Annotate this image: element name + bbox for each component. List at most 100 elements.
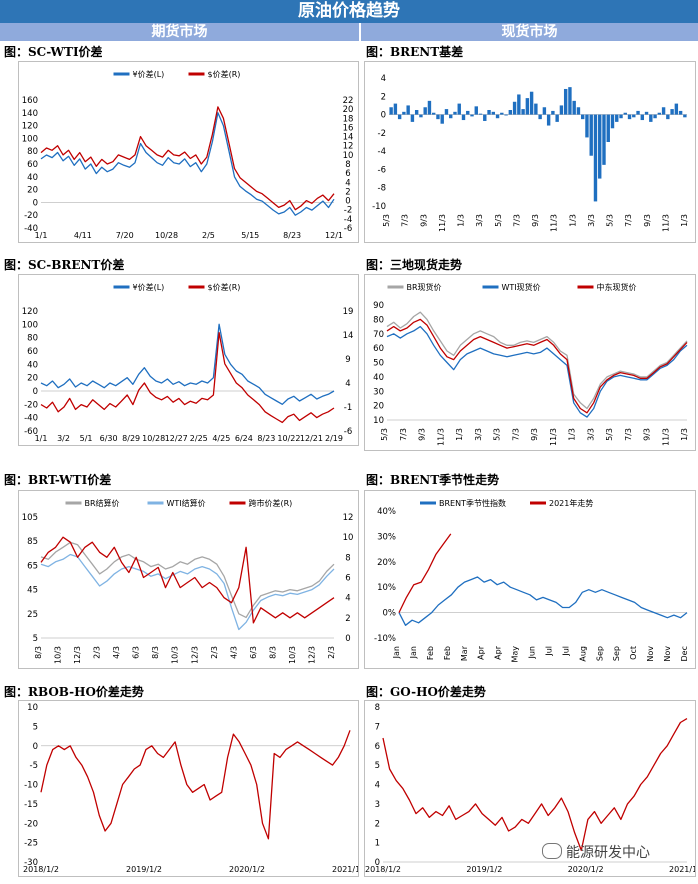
bar <box>589 114 593 156</box>
x-tick-label: 11/3 <box>661 214 670 232</box>
series-line-1 <box>40 541 335 619</box>
x-tick-label: Sep <box>595 646 604 661</box>
x-tick-label: Mar <box>460 645 469 661</box>
y-tick-label: 2 <box>375 819 380 829</box>
x-tick-label: 9/3 <box>419 214 428 227</box>
x-tick-label: 2/3 <box>93 646 102 659</box>
x-tick-label: Nov <box>646 646 655 662</box>
legend-label: 跨市价差(R) <box>249 498 293 508</box>
x-tick-label: Apr <box>477 645 486 660</box>
go-ho-chart: 0 1 2 3 4 5 6 7 8 2018/1/2 2019/1/2 2020/1/2 2021/1/… <box>364 700 696 877</box>
y2-tick-label: 14 <box>343 331 354 341</box>
chart-svg: 10 20 30 40 50 60 70 80 90 5/3 7/3 9/3 11/3 1/3 3/3 5/3… <box>373 282 689 446</box>
chart-title-brt-wti: 图：BRT-WTI价差 <box>4 473 112 487</box>
x-tick-label: 8/3 <box>34 646 43 659</box>
x-tick-label: 2019/1/2 <box>466 865 502 874</box>
y-tick-label: 105 <box>22 513 38 523</box>
x-tick-label: 5/3 <box>493 428 502 441</box>
y-tick-label: -10% <box>374 634 396 644</box>
legend-label: BR结算价 <box>85 498 120 508</box>
y2-tick-label: 2 <box>345 614 350 624</box>
y2-tick-label: 0 <box>345 197 350 207</box>
bar <box>534 103 538 115</box>
bar <box>457 103 461 115</box>
x-tick-label: 9/3 <box>418 428 427 441</box>
bar <box>500 112 504 115</box>
series-line-2 <box>386 325 688 418</box>
y-tick-label: 20 <box>27 186 38 196</box>
x-tick-label: 12/3 <box>307 646 316 664</box>
bar <box>483 114 487 121</box>
bar <box>478 113 483 115</box>
y-tick-label: 3 <box>375 800 380 810</box>
x-tick-label: Jul <box>544 646 553 657</box>
y-tick-label: 20 <box>27 374 38 384</box>
sc-wti-chart: -40 -20 0 20 40 60 80 100 120 140 160 -6 -4 -2 0 2 4 6 8 10… <box>18 61 359 243</box>
y2-tick-label: 0 <box>345 634 350 644</box>
y-tick-label: 70 <box>373 330 384 340</box>
y-tick-label: 1 <box>375 839 380 849</box>
y-tick-label: 2 <box>381 92 386 102</box>
y-tick-label: 0 <box>381 111 386 121</box>
y-tick-label: 20% <box>377 558 396 568</box>
bar <box>542 107 547 115</box>
chart-title-three-spot: 图：三地现货走势 <box>366 258 463 272</box>
legend-label: $价差(R) <box>208 282 241 292</box>
bar <box>632 114 636 118</box>
bar <box>414 110 419 115</box>
series-line-1 <box>386 311 688 410</box>
y2-tick-label: 6 <box>345 574 350 584</box>
spot-section-header: 现货市场 <box>361 23 698 41</box>
x-tick-label: 8/3 <box>151 646 160 659</box>
x-tick-label: 2021/1/2 <box>669 865 695 874</box>
chart-title-go-ho: 图：GO-HO价差走势 <box>366 685 486 699</box>
x-tick-label: 7/20 <box>116 231 134 240</box>
bar <box>606 114 610 142</box>
y-tick-label: -20 <box>24 400 38 410</box>
x-tick-label: Feb <box>443 646 452 660</box>
y2-tick-label: 8 <box>345 553 350 563</box>
bar <box>683 114 687 118</box>
y-tick-label: 120 <box>22 122 38 132</box>
x-tick-label: 11/3 <box>438 214 447 232</box>
series-line-1 <box>382 718 688 852</box>
chart-svg: 5 25 45 65 85 105 0 2 4 6 8 10 12 8/3 10/3 12/3 2/3 4/3 6/… <box>22 498 354 664</box>
x-tick-label: 3/3 <box>586 428 595 441</box>
bar <box>559 105 564 115</box>
bar <box>393 103 398 115</box>
three-spot-chart: 10 20 30 40 50 60 70 80 90 5/3 7/3 9/3 11/3 1/3 3/3 5/3… <box>364 274 696 451</box>
series-line-1 <box>40 730 351 840</box>
x-tick-label: Jan <box>409 646 418 659</box>
bar <box>512 101 517 115</box>
bar <box>474 106 478 115</box>
x-tick-label: 9/3 <box>531 214 540 227</box>
x-tick-label: Dec <box>680 646 689 661</box>
series-line-2 <box>40 331 335 424</box>
y2-tick-label: 12 <box>343 513 354 523</box>
bar <box>657 112 662 115</box>
x-tick-label: 10/3 <box>54 646 63 664</box>
y2-tick-label: -2 <box>344 206 352 216</box>
x-tick-label: 4/3 <box>112 646 121 659</box>
bar <box>568 87 572 115</box>
x-tick-label: May <box>511 646 520 663</box>
x-tick-label: 2021/1/2 <box>332 865 358 874</box>
bar <box>440 114 444 124</box>
y-tick-label: 5 <box>33 722 38 732</box>
bar <box>551 110 555 115</box>
bar <box>610 114 615 129</box>
bar <box>580 114 585 120</box>
x-tick-label: 8/23 <box>257 434 275 443</box>
x-tick-label: 10/28 <box>142 434 165 443</box>
x-tick-label: 12/3 <box>190 646 199 664</box>
y2-tick-label: 19 <box>343 307 354 317</box>
x-tick-label: 3/3 <box>475 214 484 227</box>
bar <box>397 114 402 120</box>
x-tick-label: 6/30 <box>100 434 118 443</box>
x-tick-label: 2/25 <box>190 434 208 443</box>
x-tick-label: 3/3 <box>474 428 483 441</box>
y-tick-label: 10 <box>373 416 384 426</box>
bar <box>674 103 679 115</box>
page-title: 原油价格趋势 <box>0 0 698 23</box>
y2-tick-label: 20 <box>343 105 354 115</box>
